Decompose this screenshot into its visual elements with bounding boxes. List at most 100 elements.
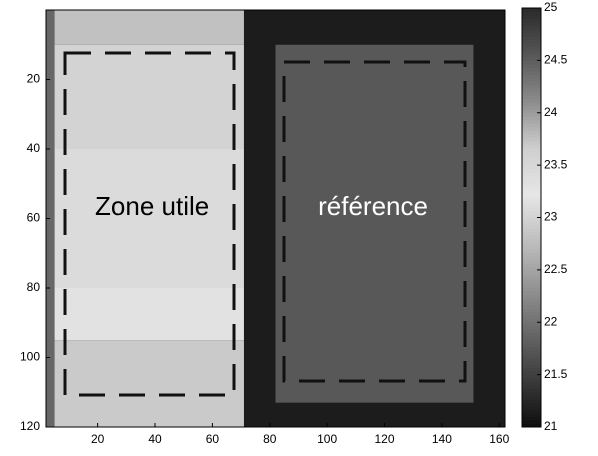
colorbar-swatch: [522, 273, 541, 278]
colorbar-swatch: [522, 46, 541, 51]
colorbar-swatch: [522, 144, 541, 149]
colorbar-swatch: [522, 63, 541, 68]
colorbar-swatch: [522, 301, 541, 306]
colorbar-swatch: [522, 259, 541, 264]
colorbar-swatch: [522, 49, 541, 54]
colorbar-swatch: [522, 392, 541, 397]
colorbar-swatch: [522, 255, 541, 260]
heat-region: [46, 288, 244, 341]
colorbar-swatch: [522, 367, 541, 372]
colorbar-swatch: [522, 147, 541, 152]
colorbar-swatch: [522, 416, 541, 421]
colorbar-swatch: [522, 360, 541, 365]
colorbar-swatch: [522, 381, 541, 386]
colorbar-swatch: [522, 353, 541, 358]
colorbar-swatch: [522, 200, 541, 205]
colorbar-swatch: [522, 350, 541, 355]
colorbar-swatch: [522, 262, 541, 267]
colorbar-swatch: [522, 297, 541, 302]
colorbar-swatch: [522, 238, 541, 243]
colorbar-swatch: [522, 98, 541, 103]
colorbar-swatch: [522, 346, 541, 351]
overlay: [63, 51, 467, 397]
colorbar-swatch: [522, 385, 541, 390]
colorbar-swatch: [522, 395, 541, 400]
colorbar-swatch: [522, 133, 541, 138]
colorbar-swatch: [522, 70, 541, 75]
colorbar-swatch: [522, 151, 541, 156]
colorbar-swatch: [522, 53, 541, 58]
colorbar-swatch: [522, 88, 541, 93]
colorbar-swatch: [522, 207, 541, 212]
colorbar-swatch: [522, 158, 541, 163]
x-tick-label: 120: [374, 432, 394, 446]
dashed-frame: [282, 60, 467, 383]
x-tick-label: 60: [206, 432, 220, 446]
colorbar-swatch: [522, 294, 541, 299]
colorbar-swatch: [522, 102, 541, 107]
colorbar-swatch: [522, 339, 541, 344]
colorbar-swatch: [522, 77, 541, 82]
colorbar-swatch: [522, 11, 541, 16]
colorbar-swatch: [522, 388, 541, 393]
heat-region: [46, 44, 244, 149]
colorbar-tick-label: 23.5: [544, 157, 568, 171]
colorbar-swatch: [522, 25, 541, 30]
colorbar-swatch: [522, 241, 541, 246]
colorbar-swatch: [522, 336, 541, 341]
colorbar-swatch: [522, 91, 541, 96]
colorbar-swatch: [522, 21, 541, 26]
colorbar-swatch: [522, 161, 541, 166]
dashed-frame: [63, 51, 236, 397]
colorbar-swatch: [522, 357, 541, 362]
colorbar-swatch: [522, 116, 541, 121]
colorbar-swatch: [522, 402, 541, 407]
colorbar-swatch: [522, 308, 541, 313]
colorbar-tick-label: 21.5: [544, 367, 568, 381]
colorbar-swatch: [522, 245, 541, 250]
y-tick-label: 40: [27, 141, 41, 155]
colorbar-swatch: [522, 193, 541, 198]
heat-region: [46, 149, 244, 288]
colorbar-swatch: [522, 227, 541, 232]
colorbar-swatch: [522, 374, 541, 379]
heat-region: [275, 44, 474, 403]
colorbar-swatch: [522, 60, 541, 65]
y-tick-label: 20: [27, 72, 41, 86]
colorbar-tick-label: 25: [544, 0, 558, 14]
colorbar-swatch: [522, 32, 541, 37]
colorbar-swatch: [522, 74, 541, 79]
colorbar-swatch: [522, 304, 541, 309]
y-tick-label: 80: [27, 280, 41, 294]
colorbar-swatch: [522, 311, 541, 316]
colorbar-swatch: [522, 28, 541, 33]
colorbar-swatch: [522, 315, 541, 320]
colorbar-swatch: [522, 332, 541, 337]
x-tick-label: 80: [263, 432, 277, 446]
colorbar-tick-label: 22.5: [544, 262, 568, 276]
colorbar-swatch: [522, 172, 541, 177]
colorbar-swatch: [522, 214, 541, 218]
colorbar-swatch: [522, 105, 541, 110]
colorbar-swatch: [522, 42, 541, 47]
colorbar-swatch: [522, 203, 541, 208]
colorbar-tick-label: 22: [544, 314, 558, 328]
colorbar-swatch: [522, 423, 541, 428]
colorbar-tick-label: 21: [544, 419, 558, 433]
colorbar-swatch: [522, 269, 541, 274]
y-tick-label: 60: [27, 211, 41, 225]
colorbar-swatch: [522, 175, 541, 180]
colorbar-swatch: [522, 182, 541, 187]
colorbar-swatch: [522, 287, 541, 292]
colorbar-swatch: [522, 95, 541, 100]
colorbar-swatch: [522, 137, 541, 142]
y-tick-label: 120: [20, 419, 40, 433]
annotation: référence: [318, 191, 428, 221]
colorbar-swatch: [522, 343, 541, 348]
colorbar-swatch: [522, 224, 541, 229]
colorbar-swatch: [522, 119, 541, 124]
colorbar-swatch: [522, 266, 541, 271]
colorbar-swatch: [522, 420, 541, 425]
colorbar-swatch: [522, 378, 541, 383]
colorbar-swatch: [522, 67, 541, 72]
